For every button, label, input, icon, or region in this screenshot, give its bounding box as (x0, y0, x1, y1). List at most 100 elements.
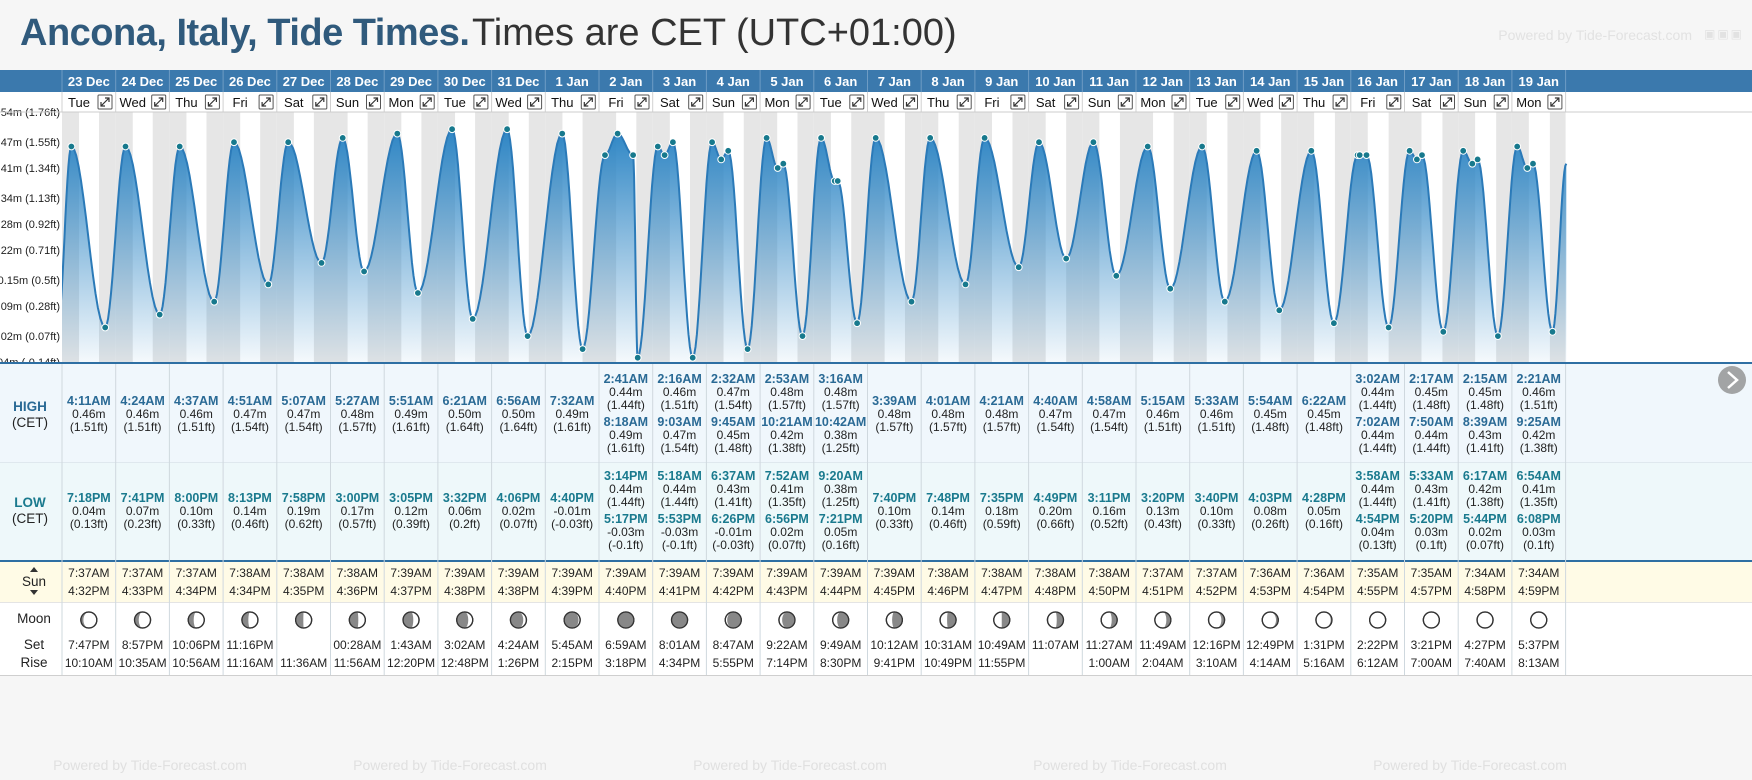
low-tide-height-m: 0.14m (931, 504, 964, 518)
tide-point (448, 125, 457, 134)
high-tide-time: 2:41AM (604, 372, 648, 386)
low-tide-height-m: 0.10m (878, 504, 911, 518)
low-tide-time: 6:37AM (711, 469, 755, 483)
moonrise-time: 7:14PM (766, 656, 807, 670)
low-tide-height-m: 0.16m (1092, 504, 1125, 518)
sunrise-time: 7:39AM (820, 566, 861, 580)
moon-outline (1154, 611, 1172, 629)
tide-point (629, 151, 637, 159)
sunrise-time: 7:38AM (1088, 566, 1129, 580)
tide-line (62, 127, 1568, 361)
low-row-bg (0, 462, 1752, 560)
sunrise-time: 7:39AM (498, 566, 539, 580)
low-tide-height-ft: (0.07ft) (499, 517, 537, 531)
tide-point (1473, 155, 1482, 164)
sunrise-time: 7:38AM (981, 566, 1022, 580)
moon-outline (1369, 611, 1387, 629)
expand-arrow-icon (530, 97, 540, 107)
moonset-time: 12:49PM (1246, 638, 1294, 652)
sunrise-time: 7:37AM (68, 566, 109, 580)
high-tide-time: 4:40AM (1033, 394, 1077, 408)
date-label: 15 Jan (1304, 74, 1345, 89)
high-tide-height-ft: (1.51ft) (124, 420, 162, 434)
high-tide-height-ft: (1.54ft) (714, 398, 752, 412)
high-tide-height-ft: (1.54ft) (661, 441, 699, 455)
low-tide-height-m: 0.14m (233, 504, 266, 518)
moonset-time: 9:49AM (820, 638, 861, 652)
high-tide-height-ft: (1.25ft) (822, 441, 860, 455)
high-row-sublabel: (CET) (12, 415, 48, 430)
high-tide-height-ft: (1.38ft) (768, 441, 806, 455)
high-row-label: HIGH (13, 399, 47, 414)
tide-point (779, 159, 788, 168)
date-label: 24 Dec (122, 74, 164, 89)
day-name-label: Wed (119, 95, 146, 110)
moonrise-time: 2:04AM (1142, 656, 1183, 670)
tide-point (660, 151, 669, 159)
low-tide-time: 5:53PM (658, 512, 702, 526)
day-name-label: Sat (660, 95, 680, 110)
low-tide-height-ft: (0.1ft) (1416, 538, 1447, 552)
high-tide-time: 6:22AM (1302, 394, 1346, 408)
footer-watermark: Powered by Tide-Forecast.com (1373, 757, 1567, 773)
high-tide-height-m: 0.49m (555, 407, 588, 421)
date-label: 17 Jan (1411, 74, 1452, 89)
moonrise-time: 4:34PM (659, 656, 700, 670)
day-name-label: Wed (871, 95, 898, 110)
expand-arrow-icon (691, 97, 701, 107)
sunset-time: 4:42PM (713, 584, 754, 598)
low-tide-height-ft: (1.41ft) (714, 495, 752, 509)
moonset-time: 10:12AM (870, 638, 918, 652)
sunrise-time: 7:36AM (1303, 566, 1344, 580)
expand-arrow-icon (1442, 97, 1453, 107)
moonset-time: 10:31AM (924, 638, 972, 652)
tide-point (468, 315, 477, 323)
high-tide-height-m: 0.43m (1468, 428, 1501, 442)
moon-shadow (241, 612, 250, 628)
date-label: 28 Dec (336, 74, 378, 89)
low-tide-height-ft: (0.57ft) (338, 517, 376, 531)
expand-arrow-icon (798, 97, 808, 107)
high-tide-height-m: 0.46m (1200, 407, 1233, 421)
low-tide-time: 6:54AM (1517, 469, 1561, 483)
high-tide-height-ft: (1.51ft) (1144, 420, 1182, 434)
moon-outline (133, 611, 152, 629)
date-label: 18 Jan (1465, 74, 1506, 89)
chevron-right-icon (1727, 371, 1739, 389)
sunset-time: 4:32PM (68, 584, 109, 598)
high-tide-height-m: 0.48m (878, 407, 911, 421)
expand-arrow-icon (422, 97, 432, 107)
high-tide-height-m: 0.49m (394, 407, 427, 421)
moonset-time: 11:16PM (226, 638, 273, 652)
low-tide-height-m: 0.19m (287, 504, 320, 518)
tide-point (817, 134, 825, 142)
tide-point (578, 345, 587, 354)
moonset-time: 00:28AM (333, 638, 381, 652)
expand-arrow-icon (1335, 97, 1345, 107)
high-tide-time: 5:07AM (281, 394, 325, 408)
high-tide-height-ft: (1.44ft) (607, 398, 645, 412)
day-name-label: Sat (284, 95, 304, 110)
high-tide-height-m: 0.44m (1415, 428, 1448, 442)
sunrise-time: 7:35AM (1411, 566, 1452, 580)
high-tide-time: 7:50AM (1409, 415, 1453, 429)
low-tide-height-ft: (-0.03ft) (551, 517, 593, 531)
day-name-label: Sat (1036, 95, 1056, 110)
footer-watermark: Powered by Tide-Forecast.com (353, 757, 547, 773)
tide-point (853, 319, 861, 328)
low-tide-height-ft: (0.23ft) (124, 517, 162, 531)
high-tide-time: 2:16AM (657, 372, 701, 386)
sunset-time: 4:54PM (1303, 584, 1344, 598)
tide-point (175, 142, 184, 151)
moon-outline (1046, 611, 1065, 629)
low-tide-time: 4:03PM (1248, 491, 1292, 505)
tide-point (338, 134, 347, 142)
moon-outline (80, 611, 98, 629)
moon-outline (402, 611, 420, 629)
moonrise-time: 11:16AM (226, 656, 273, 670)
sunset-time: 4:45PM (874, 584, 915, 598)
tide-point (653, 142, 662, 151)
high-tide-height-m: 0.47m (1039, 407, 1072, 421)
high-tide-time: 5:33AM (1194, 394, 1238, 408)
low-tide-height-m: 0.43m (1415, 482, 1448, 496)
